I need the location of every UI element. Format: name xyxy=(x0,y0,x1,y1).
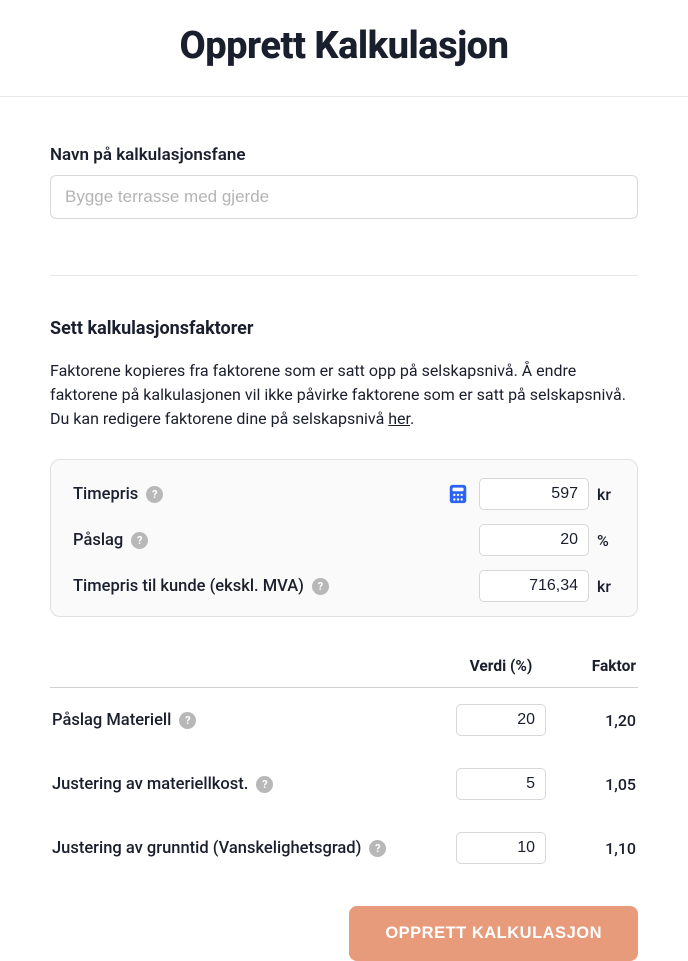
calculator-icon[interactable] xyxy=(447,483,469,505)
table-header: Verdi (%) Faktor xyxy=(50,647,638,688)
helper-link[interactable]: her xyxy=(388,409,410,428)
unit-percent: % xyxy=(589,531,615,550)
kundepris-input[interactable] xyxy=(479,570,589,602)
paslag-materiell-input[interactable] xyxy=(456,704,546,736)
table-row: Påslag Materiell ? 1,20 xyxy=(50,688,638,752)
name-input[interactable] xyxy=(50,175,638,219)
justering-materiellkost-input[interactable] xyxy=(456,768,546,800)
row-label: Justering av grunntid (Vanskelighetsgrad… xyxy=(52,839,361,858)
factor-row-timepris: Timepris ? kr xyxy=(73,478,615,510)
unit-kr: kr xyxy=(589,485,615,504)
row-factor: 1,05 xyxy=(556,775,636,794)
factor-label-kundepris: Timepris til kunde (ekskl. MVA) xyxy=(73,577,304,596)
factor-row-kundepris: Timepris til kunde (ekskl. MVA) ? kr xyxy=(73,570,615,602)
paslag-input[interactable] xyxy=(479,524,589,556)
section-divider xyxy=(50,275,638,276)
row-label: Påslag Materiell xyxy=(52,711,171,730)
factor-label-timepris: Timepris xyxy=(73,485,138,504)
factors-heading: Sett kalkulasjonsfaktorer xyxy=(50,318,638,339)
price-factors-box: Timepris ? kr Påslag ? % xyxy=(50,459,638,617)
page-title: Opprett Kalkulasjon xyxy=(0,0,688,96)
help-icon[interactable]: ? xyxy=(256,776,273,793)
adjustments-table: Verdi (%) Faktor Påslag Materiell ? 1,20… xyxy=(50,647,638,880)
help-icon[interactable]: ? xyxy=(179,712,196,729)
table-row: Justering av materiellkost. ? 1,05 xyxy=(50,752,638,816)
help-icon[interactable]: ? xyxy=(369,840,386,857)
row-factor: 1,10 xyxy=(556,839,636,858)
help-icon[interactable]: ? xyxy=(312,578,329,595)
th-value: Verdi (%) xyxy=(446,657,556,675)
helper-suffix: . xyxy=(410,409,414,428)
row-factor: 1,20 xyxy=(556,711,636,730)
helper-prefix: Faktorene kopieres fra faktorene som er … xyxy=(50,361,626,428)
timepris-input[interactable] xyxy=(479,478,589,510)
unit-kr: kr xyxy=(589,577,615,596)
row-label: Justering av materiellkost. xyxy=(52,775,248,794)
factor-row-paslag: Påslag ? % xyxy=(73,524,615,556)
justering-grunntid-input[interactable] xyxy=(456,832,546,864)
submit-button[interactable]: OPPRETT KALKULASJON xyxy=(349,906,638,961)
factor-label-paslag: Påslag xyxy=(73,531,123,550)
table-row: Justering av grunntid (Vanskelighetsgrad… xyxy=(50,816,638,880)
th-factor: Faktor xyxy=(556,657,636,675)
factors-helper-text: Faktorene kopieres fra faktorene som er … xyxy=(50,359,638,431)
help-icon[interactable]: ? xyxy=(131,532,148,549)
help-icon[interactable]: ? xyxy=(146,486,163,503)
name-field-label: Navn på kalkulasjonsfane xyxy=(50,145,638,165)
